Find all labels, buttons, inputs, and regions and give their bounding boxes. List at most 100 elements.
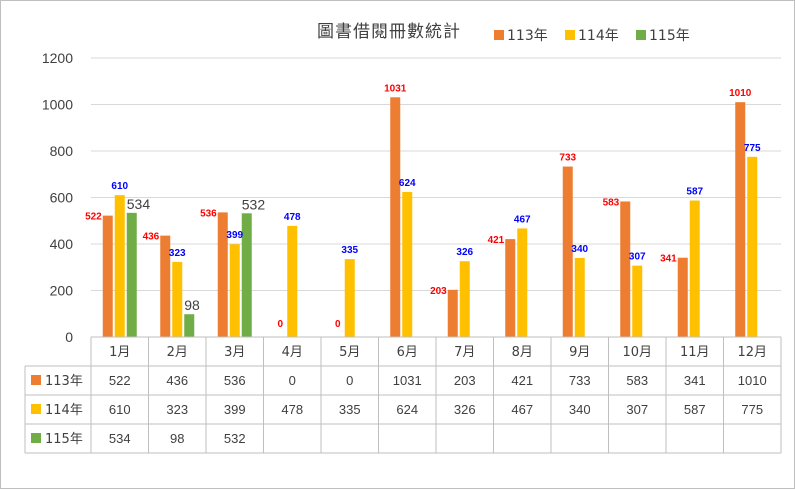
data-label: 307 [629, 252, 646, 263]
table-cell: 532 [224, 431, 246, 446]
legend-swatch [565, 30, 575, 40]
bar-1-9 [562, 166, 573, 337]
table-cell: 1010 [738, 373, 767, 388]
table-cell: 536 [224, 373, 246, 388]
legend-swatch [636, 30, 646, 40]
bars [102, 97, 758, 337]
category-label: 5月 [339, 345, 360, 360]
y-axis: 0 200 400 600 800 1000 1200 [42, 50, 73, 345]
category-label: 12月 [737, 345, 767, 360]
data-label: 610 [111, 181, 128, 192]
data-label: 335 [341, 245, 358, 256]
data-label: 532 [242, 196, 266, 212]
table-cell: 436 [166, 373, 188, 388]
table-cell: 98 [170, 431, 184, 446]
data-label: 583 [603, 197, 620, 208]
series-swatch [31, 433, 41, 443]
data-label: 0 [277, 319, 283, 330]
table-cell: 467 [511, 402, 533, 417]
data-label: 326 [456, 247, 473, 258]
data-label: 624 [399, 178, 416, 189]
legend-label: 113年 [507, 28, 548, 44]
table-cell: 534 [109, 431, 131, 446]
table-cell: 624 [396, 402, 418, 417]
bar-1-3 [217, 212, 228, 337]
category-label: 7月 [454, 345, 475, 360]
table-cell: 203 [454, 373, 476, 388]
table-cell: 478 [281, 402, 303, 417]
bar-3-2 [184, 314, 195, 337]
series-swatch [31, 375, 41, 385]
data-label: 436 [143, 232, 160, 243]
data-label: 421 [488, 235, 505, 246]
bar-1-11 [677, 257, 688, 337]
table-cell: 399 [224, 402, 246, 417]
bar-1-6 [390, 97, 401, 337]
bar-2-4 [287, 225, 298, 337]
series-swatch [31, 404, 41, 414]
category-label: 1月 [109, 345, 130, 360]
table-cell: 326 [454, 402, 476, 417]
bar-2-5 [344, 259, 355, 337]
bar-1-8 [505, 239, 516, 337]
y-tick-label: 600 [50, 190, 74, 206]
data-label: 203 [430, 286, 447, 297]
table-cell: 335 [339, 402, 361, 417]
bar-3-3 [241, 213, 252, 337]
bar-3-1 [126, 212, 137, 337]
bar-2-1 [114, 195, 125, 337]
bar-2-6 [402, 191, 413, 337]
table-cell: 421 [511, 373, 533, 388]
table-cell: 341 [684, 373, 706, 388]
table-cell: 587 [684, 402, 706, 417]
data-label: 1010 [729, 88, 752, 99]
data-label: 341 [660, 254, 677, 265]
category-label: 4月 [282, 345, 303, 360]
y-tick-label: 1000 [42, 97, 73, 113]
bar-1-2 [160, 235, 171, 337]
data-label: 467 [514, 214, 531, 225]
bar-1-12 [735, 102, 746, 337]
table-cell: 1031 [393, 373, 422, 388]
data-label: 340 [571, 244, 588, 255]
y-tick-label: 1200 [42, 50, 73, 66]
series-name: 114年 [45, 403, 83, 418]
bar-2-8 [517, 228, 528, 337]
category-label: 11月 [680, 345, 710, 360]
legend: 113年 114年 115年 [494, 28, 690, 44]
bar-2-9 [574, 257, 585, 337]
bar-2-3 [229, 244, 240, 337]
data-label: 1031 [384, 83, 407, 94]
category-label: 10月 [622, 345, 652, 360]
data-label: 733 [559, 153, 576, 164]
table-cell: 307 [626, 402, 648, 417]
y-tick-label: 0 [65, 329, 73, 345]
bar-1-1 [102, 215, 113, 337]
data-label: 399 [226, 230, 243, 241]
data-label: 536 [200, 208, 217, 219]
series-name: 115年 [45, 432, 83, 447]
data-label: 478 [284, 212, 301, 223]
category-label: 8月 [512, 345, 533, 360]
category-label: 2月 [167, 345, 188, 360]
data-label: 587 [686, 187, 703, 198]
data-labels: 522 436 536 0 0 1031 203 421 733 583 341 1010 610 323… [85, 83, 761, 330]
table-cell: 0 [289, 373, 296, 388]
chart-title: 圖書借閱冊數統計 [317, 22, 461, 42]
bar-1-10 [620, 201, 631, 337]
table-cell: 733 [569, 373, 591, 388]
bar-2-7 [459, 261, 470, 337]
data-label: 323 [169, 248, 186, 259]
legend-label: 115年 [649, 28, 690, 44]
y-tick-label: 800 [50, 143, 74, 159]
data-label: 775 [744, 143, 761, 154]
data-label: 534 [127, 196, 151, 212]
category-label: 6月 [397, 345, 418, 360]
table-cell: 522 [109, 373, 131, 388]
gridlines [91, 57, 781, 338]
legend-label: 114年 [578, 28, 619, 44]
series-name: 113年 [45, 374, 83, 389]
legend-swatch [494, 30, 504, 40]
